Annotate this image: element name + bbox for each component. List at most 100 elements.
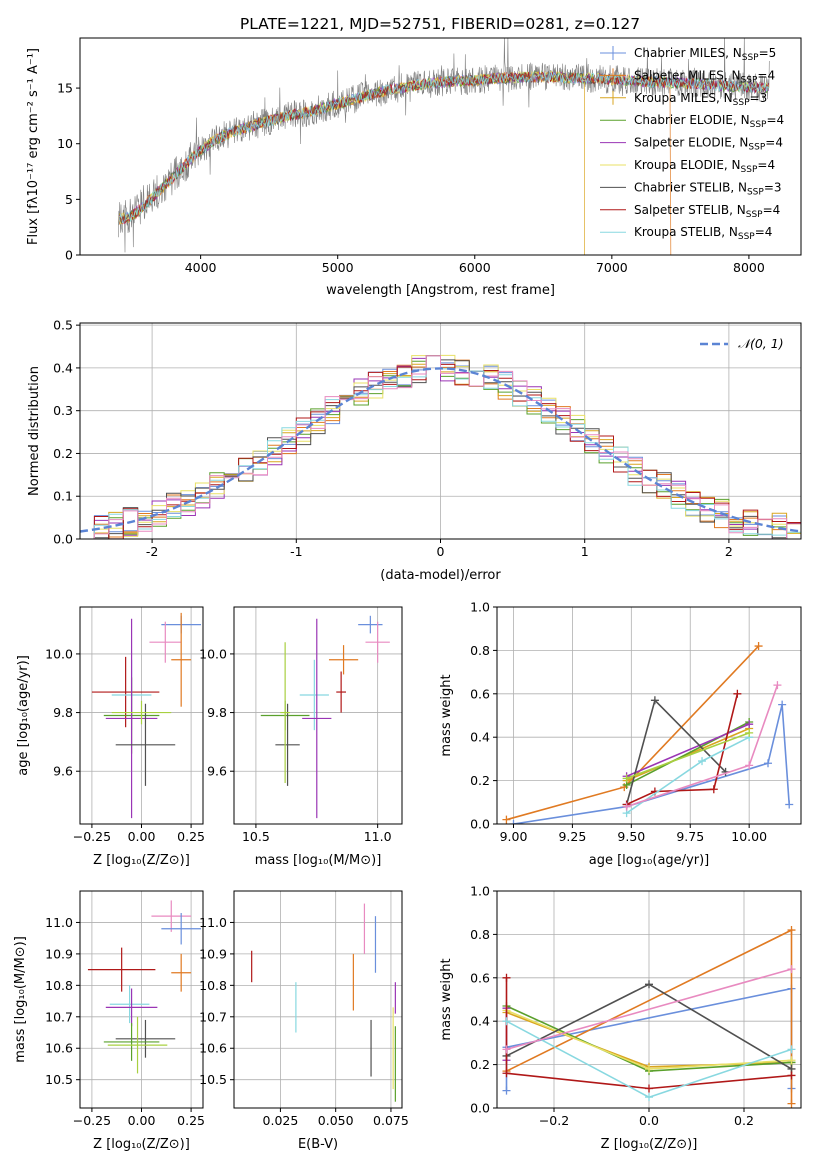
error-bar-point xyxy=(161,913,202,945)
plus-marker xyxy=(502,1069,511,1078)
normal-curve xyxy=(80,367,801,533)
y-tick-label: 9.6 xyxy=(207,764,227,779)
y-tick-label: 10.8 xyxy=(45,978,73,993)
y-axis-label: mass [log₁₀(M/M⊙)] xyxy=(13,936,28,1063)
y-tick-label: 9.8 xyxy=(207,705,227,720)
weight-line xyxy=(626,732,750,780)
legend-label: Chabrier STELIB, NSSP=3 xyxy=(634,180,782,197)
x-tick-label: 9.25 xyxy=(558,829,586,844)
error-bar-point xyxy=(105,988,158,1027)
legend-label: Chabrier MILES, NSSP=5 xyxy=(634,46,776,63)
x-tick-label: 0.050 xyxy=(318,1113,354,1128)
error-bar-point xyxy=(358,615,383,634)
plus-marker xyxy=(787,1071,796,1080)
weight-line xyxy=(505,977,792,1090)
y-tick-label: 11.0 xyxy=(199,915,227,930)
plus-marker xyxy=(787,965,796,974)
x-tick-label: 1 xyxy=(581,544,589,559)
y-axis-label: Normed distribution xyxy=(27,366,42,496)
legend-label: Salpeter STELIB, NSSP=4 xyxy=(634,203,780,220)
error-bar-point xyxy=(107,1016,168,1074)
weight-line xyxy=(506,968,792,1051)
error-bar-point xyxy=(171,953,192,992)
x-axis-label: Z [log₁₀(Z/Z⊙)] xyxy=(93,1137,190,1152)
axes-frame xyxy=(79,37,802,256)
y-tick-label: 0.1 xyxy=(53,489,73,504)
plus-marker xyxy=(645,1093,653,1102)
x-tick-label: 2 xyxy=(725,544,733,559)
plot-area xyxy=(91,612,202,819)
y-tick-label: 0.6 xyxy=(470,970,490,985)
y-tick-label: 0.8 xyxy=(470,927,490,942)
plot-area xyxy=(80,354,801,539)
x-tick-label: 7000 xyxy=(596,260,628,275)
x-tick-label: 8000 xyxy=(733,260,765,275)
plus-marker xyxy=(698,757,707,766)
histogram-step xyxy=(80,355,801,539)
legend-label: Salpeter MILES, NSSP=4 xyxy=(634,68,775,85)
panel-mass-age: 10.5 11.0 9.6 9.8 10.0 mass [log₁₀(M/M⊙)] xyxy=(199,606,403,868)
plot-area xyxy=(260,615,390,819)
x-tick-label: 0.25 xyxy=(177,1113,205,1128)
y-axis-label: Flux [fλ10⁻¹⁷ erg cm⁻² s⁻¹ A⁻¹] xyxy=(26,48,41,245)
y-tick-label: 5 xyxy=(65,192,73,207)
y-tick-label: 1.0 xyxy=(470,600,490,615)
y-tick-label: 0.4 xyxy=(53,360,73,375)
plus-marker xyxy=(764,759,773,768)
legend-label: Kroupa ELODIE, NSSP=4 xyxy=(634,158,775,175)
y-tick-label: 10.7 xyxy=(199,1009,227,1024)
y-tick-label: 10.0 xyxy=(45,646,73,661)
panel-Z-weight: −0.2 0.0 0.2 0.0 0.2 0.4 0.6 0.8 1.0 Z [log₁₀(Z/Z… xyxy=(439,884,802,1152)
plus-marker xyxy=(502,815,511,824)
error-bar-point xyxy=(302,618,332,819)
x-tick-label: 0 xyxy=(437,544,445,559)
plus-marker xyxy=(645,1064,653,1073)
x-tick-label: 9.75 xyxy=(676,829,704,844)
panel-age-weight: 9.00 9.25 9.50 9.75 10.00 0.0 0.2 0.4 0.6 0.8 1.0 a… xyxy=(439,600,802,868)
x-tick-label: 5000 xyxy=(322,260,354,275)
plus-marker xyxy=(645,1084,653,1093)
plus-marker xyxy=(502,1017,511,1026)
error-bar-point xyxy=(365,621,390,663)
x-tick-label: 0.075 xyxy=(373,1113,409,1128)
error-bar-point xyxy=(336,671,346,713)
x-axis-label: (data-model)/error xyxy=(380,568,501,583)
y-tick-label: 0.4 xyxy=(470,730,490,745)
weight-line xyxy=(626,723,750,778)
y-tick-label: 10.6 xyxy=(199,1041,227,1056)
plus-marker xyxy=(622,774,631,783)
y-tick-label: 0.4 xyxy=(470,1014,490,1029)
error-bar-point xyxy=(115,1019,176,1058)
legend-label: Kroupa STELIB, NSSP=4 xyxy=(634,225,772,242)
y-tick-label: 10.5 xyxy=(45,1072,73,1087)
x-axis-label: E(B-V) xyxy=(298,1137,338,1152)
y-tick-label: 0.3 xyxy=(53,403,73,418)
y-tick-label: 0.8 xyxy=(470,643,490,658)
error-bar-point xyxy=(115,703,176,786)
plus-marker xyxy=(650,696,659,705)
y-tick-label: 10.9 xyxy=(199,946,227,961)
error-bar-point xyxy=(105,618,158,819)
plus-marker xyxy=(745,761,754,770)
plot-area xyxy=(118,38,770,255)
y-axis-label: age [log₁₀(age/yr)] xyxy=(16,655,31,776)
panel-EBV-mass: 0.025 0.050 0.075 10.5 10.6 10.7 10.8 10.9 11.0 E… xyxy=(199,890,409,1152)
plus-marker xyxy=(787,1045,796,1054)
legend-label: Chabrier ELODIE, NSSP=4 xyxy=(634,113,784,130)
x-tick-label: 9.50 xyxy=(617,829,645,844)
y-axis-label: mass weight xyxy=(439,674,454,756)
x-axis-label: Z [log₁₀(Z/Z⊙)] xyxy=(601,1137,698,1152)
axes-frame xyxy=(233,606,403,825)
y-axis-label: mass weight xyxy=(439,958,454,1040)
y-tick-label: 0.0 xyxy=(470,1101,490,1116)
plus-marker xyxy=(733,689,742,698)
y-tick-label: 10 xyxy=(57,136,73,151)
x-axis-label: mass [log₁₀(M/M⊙)] xyxy=(255,853,382,868)
y-tick-label: 9.6 xyxy=(53,764,73,779)
plus-marker xyxy=(745,728,754,737)
y-tick-label: 9.8 xyxy=(53,705,73,720)
x-axis-label: wavelength [Angstrom, rest frame] xyxy=(326,283,555,298)
plus-marker xyxy=(509,820,518,824)
